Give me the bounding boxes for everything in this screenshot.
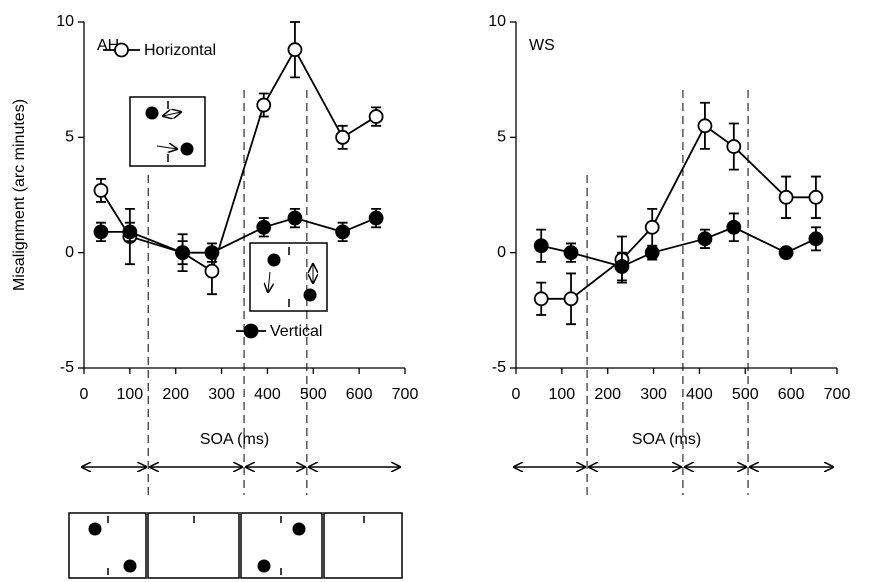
series-line (541, 124, 816, 300)
panel-label: WS (529, 37, 555, 54)
point (563, 245, 579, 261)
x-tick-label: 500 (732, 386, 759, 403)
inset-horizontal (129, 96, 206, 167)
point (644, 245, 660, 261)
point (726, 139, 742, 154)
series-line (100, 217, 377, 254)
point (644, 219, 660, 235)
y-tick-label: 0 (497, 244, 506, 261)
point (122, 224, 138, 240)
point (778, 245, 794, 261)
point (335, 224, 351, 240)
series-line (100, 47, 377, 273)
point (563, 291, 579, 307)
x-tick-label: 500 (300, 386, 327, 403)
y-tick-label: 5 (497, 129, 506, 146)
point (808, 231, 824, 247)
point (335, 129, 351, 145)
x-tick-label: 400 (254, 386, 281, 403)
y-tick-label: 5 (65, 129, 74, 146)
legend-label: Vertical (270, 323, 322, 340)
y-axis-label: Misalignment (arc minutes) (11, 99, 28, 291)
point (204, 245, 220, 261)
point (778, 189, 794, 205)
x-tick-label: 0 (512, 386, 521, 403)
x-tick-label: 300 (208, 386, 235, 403)
x-tick-label: 100 (549, 386, 576, 403)
x-tick-label: 200 (594, 386, 621, 403)
point (368, 109, 384, 124)
point (175, 245, 190, 261)
point (614, 259, 630, 274)
x-tick-label: 100 (117, 386, 144, 403)
point (256, 97, 272, 113)
y-tick-label: 10 (488, 13, 506, 30)
x-tick-label: 700 (824, 386, 851, 403)
x-tick-label: 300 (640, 386, 667, 403)
y-tick-label: -5 (60, 359, 74, 376)
y-tick-label: -5 (492, 359, 506, 376)
point (697, 118, 713, 134)
y-tick-label: 0 (65, 244, 74, 261)
point (697, 231, 713, 247)
x-axis-label: SOA (ms) (632, 431, 701, 448)
x-axis-label: SOA (ms) (200, 431, 269, 448)
x-tick-label: 400 (686, 386, 713, 403)
stimulus-frames (68, 512, 403, 579)
point (533, 238, 549, 254)
x-tick-label: 700 (392, 386, 419, 403)
x-tick-label: 0 (80, 386, 89, 403)
legend-marker (243, 323, 259, 339)
legend-marker (114, 42, 129, 58)
legend-label: Horizontal (144, 42, 216, 59)
x-tick-label: 600 (778, 386, 805, 403)
point (533, 291, 549, 307)
point (287, 42, 303, 58)
point (204, 263, 220, 279)
point (287, 210, 303, 226)
series-line (541, 226, 817, 268)
point (726, 219, 742, 235)
x-tick-label: 200 (162, 386, 189, 403)
x-tick-label: 600 (346, 386, 373, 403)
y-tick-label: 10 (56, 13, 74, 30)
point (368, 210, 384, 226)
inset-vertical (249, 242, 328, 312)
point (256, 219, 272, 235)
point (93, 224, 109, 240)
point (93, 182, 109, 198)
point (808, 189, 824, 205)
